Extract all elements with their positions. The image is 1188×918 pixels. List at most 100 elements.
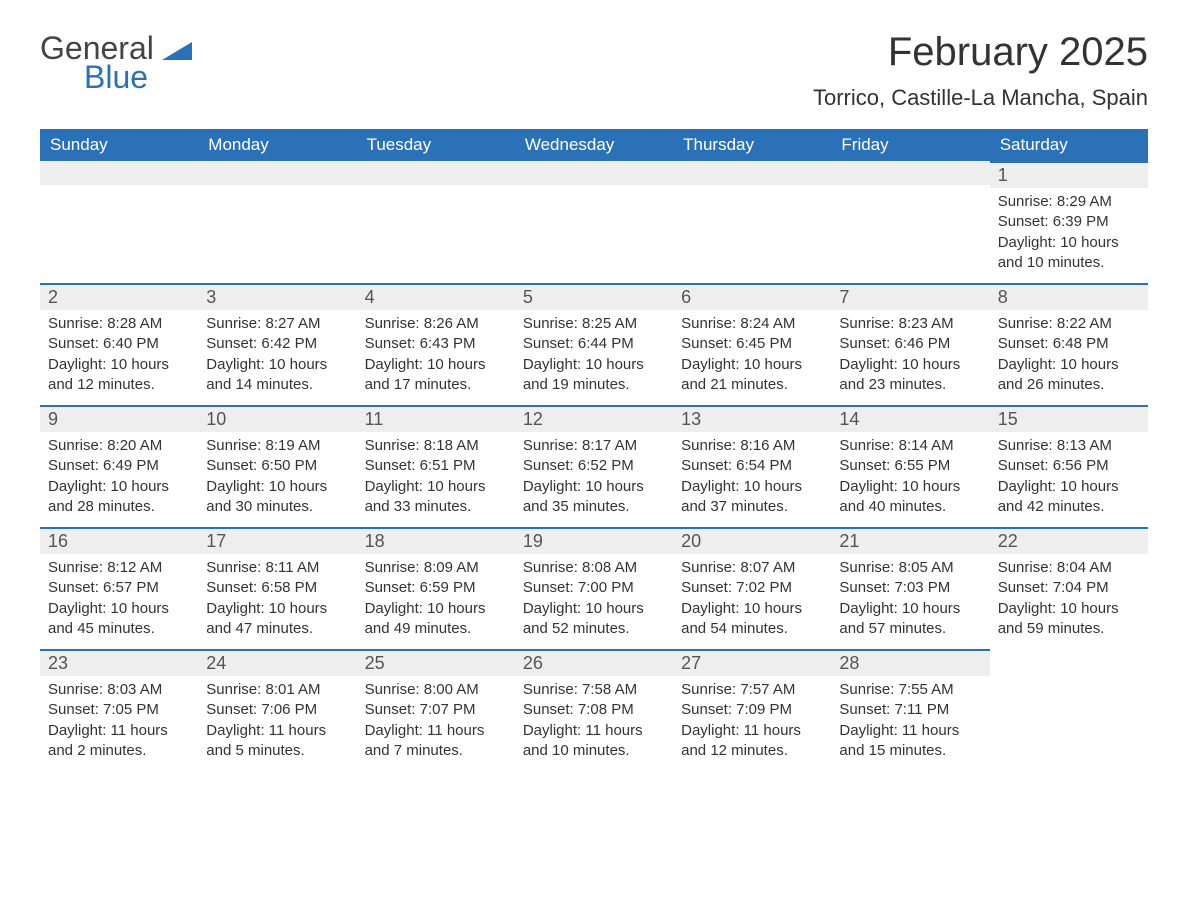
daylight-line: Daylight: 10 hours and 23 minutes. (839, 355, 981, 396)
sunset-line: Sunset: 6:50 PM (206, 456, 348, 476)
day-info: Sunrise: 8:11 AMSunset: 6:58 PMDaylight:… (198, 554, 356, 645)
day-info: Sunrise: 8:03 AMSunset: 7:05 PMDaylight:… (40, 676, 198, 767)
daylight-line: Daylight: 10 hours and 28 minutes. (48, 477, 190, 518)
sunrise-line: Sunrise: 8:25 AM (523, 314, 665, 334)
day-info: Sunrise: 8:12 AMSunset: 6:57 PMDaylight:… (40, 554, 198, 645)
day-number-bar: 24 (198, 649, 356, 676)
sunset-line: Sunset: 7:05 PM (48, 700, 190, 720)
day-info: Sunrise: 7:57 AMSunset: 7:09 PMDaylight:… (673, 676, 831, 767)
calendar-day-cell: 23Sunrise: 8:03 AMSunset: 7:05 PMDayligh… (40, 649, 198, 771)
empty-day-bar (357, 161, 515, 185)
daylight-line: Daylight: 10 hours and 42 minutes. (998, 477, 1140, 518)
calendar-day-cell: 28Sunrise: 7:55 AMSunset: 7:11 PMDayligh… (831, 649, 989, 771)
calendar-day-cell: 2Sunrise: 8:28 AMSunset: 6:40 PMDaylight… (40, 283, 198, 405)
daylight-line: Daylight: 10 hours and 35 minutes. (523, 477, 665, 518)
day-info: Sunrise: 8:22 AMSunset: 6:48 PMDaylight:… (990, 310, 1148, 401)
sunset-line: Sunset: 7:07 PM (365, 700, 507, 720)
sunset-line: Sunset: 6:54 PM (681, 456, 823, 476)
calendar-day-cell: 7Sunrise: 8:23 AMSunset: 6:46 PMDaylight… (831, 283, 989, 405)
calendar-day-cell: 14Sunrise: 8:14 AMSunset: 6:55 PMDayligh… (831, 405, 989, 527)
calendar-head: SundayMondayTuesdayWednesdayThursdayFrid… (40, 129, 1148, 161)
sunrise-line: Sunrise: 8:16 AM (681, 436, 823, 456)
weekday-header: Thursday (673, 129, 831, 161)
sunrise-line: Sunrise: 8:01 AM (206, 680, 348, 700)
sunrise-line: Sunrise: 8:22 AM (998, 314, 1140, 334)
daylight-line: Daylight: 10 hours and 14 minutes. (206, 355, 348, 396)
sunset-line: Sunset: 6:42 PM (206, 334, 348, 354)
day-info: Sunrise: 8:16 AMSunset: 6:54 PMDaylight:… (673, 432, 831, 523)
calendar-week-row: 23Sunrise: 8:03 AMSunset: 7:05 PMDayligh… (40, 649, 1148, 771)
day-info: Sunrise: 8:01 AMSunset: 7:06 PMDaylight:… (198, 676, 356, 767)
sunrise-line: Sunrise: 8:13 AM (998, 436, 1140, 456)
sunset-line: Sunset: 6:59 PM (365, 578, 507, 598)
day-number-bar: 2 (40, 283, 198, 310)
calendar-day-cell: 18Sunrise: 8:09 AMSunset: 6:59 PMDayligh… (357, 527, 515, 649)
day-number-bar: 12 (515, 405, 673, 432)
sunset-line: Sunset: 6:58 PM (206, 578, 348, 598)
header-row: General Blue February 2025 Torrico, Cast… (40, 30, 1148, 111)
day-info: Sunrise: 8:14 AMSunset: 6:55 PMDaylight:… (831, 432, 989, 523)
day-number-bar: 11 (357, 405, 515, 432)
day-info: Sunrise: 8:27 AMSunset: 6:42 PMDaylight:… (198, 310, 356, 401)
daylight-line: Daylight: 10 hours and 37 minutes. (681, 477, 823, 518)
day-info: Sunrise: 8:20 AMSunset: 6:49 PMDaylight:… (40, 432, 198, 523)
sunset-line: Sunset: 6:51 PM (365, 456, 507, 476)
day-number-bar: 20 (673, 527, 831, 554)
calendar-day-cell: 17Sunrise: 8:11 AMSunset: 6:58 PMDayligh… (198, 527, 356, 649)
daylight-line: Daylight: 10 hours and 45 minutes. (48, 599, 190, 640)
day-number-bar: 4 (357, 283, 515, 310)
calendar-day-cell: 15Sunrise: 8:13 AMSunset: 6:56 PMDayligh… (990, 405, 1148, 527)
day-number-bar: 6 (673, 283, 831, 310)
calendar-empty-cell (357, 161, 515, 283)
sunset-line: Sunset: 6:52 PM (523, 456, 665, 476)
sunrise-line: Sunrise: 8:20 AM (48, 436, 190, 456)
sunset-line: Sunset: 6:56 PM (998, 456, 1140, 476)
daylight-line: Daylight: 10 hours and 47 minutes. (206, 599, 348, 640)
daylight-line: Daylight: 10 hours and 57 minutes. (839, 599, 981, 640)
sunrise-line: Sunrise: 8:09 AM (365, 558, 507, 578)
sunrise-line: Sunrise: 8:27 AM (206, 314, 348, 334)
calendar-day-cell: 19Sunrise: 8:08 AMSunset: 7:00 PMDayligh… (515, 527, 673, 649)
calendar-day-cell: 6Sunrise: 8:24 AMSunset: 6:45 PMDaylight… (673, 283, 831, 405)
calendar-day-cell: 3Sunrise: 8:27 AMSunset: 6:42 PMDaylight… (198, 283, 356, 405)
sunrise-line: Sunrise: 8:28 AM (48, 314, 190, 334)
sunrise-line: Sunrise: 8:00 AM (365, 680, 507, 700)
day-number-bar: 21 (831, 527, 989, 554)
day-info: Sunrise: 8:07 AMSunset: 7:02 PMDaylight:… (673, 554, 831, 645)
day-info: Sunrise: 8:00 AMSunset: 7:07 PMDaylight:… (357, 676, 515, 767)
calendar-week-row: 2Sunrise: 8:28 AMSunset: 6:40 PMDaylight… (40, 283, 1148, 405)
weekday-header: Monday (198, 129, 356, 161)
calendar-day-cell: 8Sunrise: 8:22 AMSunset: 6:48 PMDaylight… (990, 283, 1148, 405)
sunrise-line: Sunrise: 8:18 AM (365, 436, 507, 456)
daylight-line: Daylight: 10 hours and 17 minutes. (365, 355, 507, 396)
calendar-empty-cell (831, 161, 989, 283)
daylight-line: Daylight: 11 hours and 5 minutes. (206, 721, 348, 762)
logo-triangle-icon (162, 42, 192, 67)
sunset-line: Sunset: 7:08 PM (523, 700, 665, 720)
daylight-line: Daylight: 10 hours and 59 minutes. (998, 599, 1140, 640)
day-info: Sunrise: 8:23 AMSunset: 6:46 PMDaylight:… (831, 310, 989, 401)
day-info: Sunrise: 8:25 AMSunset: 6:44 PMDaylight:… (515, 310, 673, 401)
sunrise-line: Sunrise: 8:07 AM (681, 558, 823, 578)
day-number-bar: 9 (40, 405, 198, 432)
calendar-day-cell: 25Sunrise: 8:00 AMSunset: 7:07 PMDayligh… (357, 649, 515, 771)
calendar-day-cell: 11Sunrise: 8:18 AMSunset: 6:51 PMDayligh… (357, 405, 515, 527)
calendar-body: 1Sunrise: 8:29 AMSunset: 6:39 PMDaylight… (40, 161, 1148, 771)
daylight-line: Daylight: 10 hours and 21 minutes. (681, 355, 823, 396)
daylight-line: Daylight: 11 hours and 10 minutes. (523, 721, 665, 762)
location-text: Torrico, Castille-La Mancha, Spain (813, 85, 1148, 111)
daylight-line: Daylight: 10 hours and 12 minutes. (48, 355, 190, 396)
sunset-line: Sunset: 7:03 PM (839, 578, 981, 598)
day-number-bar: 28 (831, 649, 989, 676)
calendar-day-cell: 10Sunrise: 8:19 AMSunset: 6:50 PMDayligh… (198, 405, 356, 527)
day-info: Sunrise: 8:18 AMSunset: 6:51 PMDaylight:… (357, 432, 515, 523)
sunrise-line: Sunrise: 7:55 AM (839, 680, 981, 700)
sunset-line: Sunset: 6:39 PM (998, 212, 1140, 232)
day-info: Sunrise: 8:09 AMSunset: 6:59 PMDaylight:… (357, 554, 515, 645)
day-info: Sunrise: 8:24 AMSunset: 6:45 PMDaylight:… (673, 310, 831, 401)
sunrise-line: Sunrise: 8:11 AM (206, 558, 348, 578)
day-number-bar: 27 (673, 649, 831, 676)
day-number-bar: 14 (831, 405, 989, 432)
sunrise-line: Sunrise: 8:14 AM (839, 436, 981, 456)
day-number-bar: 25 (357, 649, 515, 676)
